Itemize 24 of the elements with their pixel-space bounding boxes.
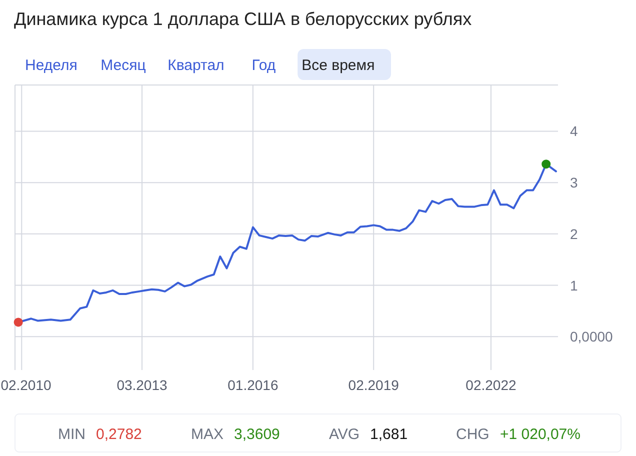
text: Квартал <box>168 57 224 74</box>
text: MIN <box>58 426 86 443</box>
x-tick-label: 02.2010 <box>0 377 52 393</box>
y-tick-label: 0,0000 <box>570 328 614 345</box>
text: Год <box>252 57 276 74</box>
text: 3,3609 <box>234 426 280 443</box>
text: Неделя <box>25 57 78 74</box>
text: CHG <box>456 426 490 443</box>
text: +1 020,07% <box>500 426 580 443</box>
chart-title: Динамика курса 1 доллара США в белорусских рублях <box>14 9 472 29</box>
x-tick-label: 02.2019 <box>348 377 400 393</box>
x-tick-label: 03.2013 <box>116 377 168 393</box>
y-tick-label: 2 <box>570 226 578 242</box>
text: Месяц <box>100 57 146 74</box>
text: AVG <box>329 426 360 443</box>
y-tick-label: 3 <box>570 174 578 191</box>
y-tick-label: 4 <box>570 123 578 140</box>
text: 1,681 <box>370 426 408 443</box>
text: Все время <box>302 57 375 74</box>
x-tick-label: 01.2016 <box>228 377 278 393</box>
y-tick-label: 1 <box>570 277 578 294</box>
text: 0,2782 <box>96 426 142 443</box>
text: MAX <box>191 426 224 443</box>
x-tick-label: 02.2022 <box>466 377 516 393</box>
